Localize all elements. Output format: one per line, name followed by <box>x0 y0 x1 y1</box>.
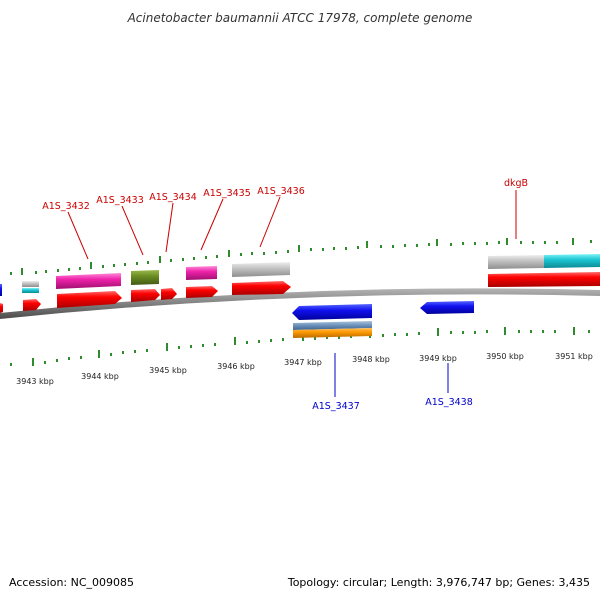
gene-arrow-forward[interactable] <box>488 272 600 287</box>
leader-line <box>121 205 144 256</box>
scale-label: 3951 kbp <box>555 352 593 361</box>
genome-backbone <box>0 288 600 319</box>
gene-arrow-forward[interactable] <box>57 291 122 308</box>
scale-label: 3943 kbp <box>16 377 54 386</box>
scale-labels: 3943 kbp 3944 kbp 3945 kbp 3946 kbp 3947… <box>16 352 593 386</box>
gene-label[interactable]: A1S_3435 <box>203 188 251 199</box>
feature-bar-cyan[interactable] <box>544 254 600 268</box>
genome-summary: Topology: circular; Length: 3,976,747 bp… <box>287 576 590 589</box>
gene-arrow-forward[interactable] <box>232 281 291 295</box>
leader-line <box>200 198 224 251</box>
scale-label: 3947 kbp <box>284 358 322 367</box>
gene-arrow-reverse[interactable] <box>420 301 474 314</box>
reverse-gene-labels: A1S_3437 A1S_3438 <box>312 353 473 412</box>
gene-arrow-forward[interactable] <box>23 299 41 311</box>
forward-feature-bars <box>0 254 600 296</box>
feature-bar-cyan[interactable] <box>22 288 39 293</box>
leader-line <box>259 196 281 248</box>
forward-gene-labels: A1S_3432 A1S_3433 A1S_3434 A1S_3435 A1S_… <box>42 178 528 260</box>
gene-label[interactable]: A1S_3434 <box>149 192 197 203</box>
gene-label[interactable]: A1S_3432 <box>42 201 90 212</box>
gene-label[interactable]: dkgB <box>504 178 528 189</box>
scale-label: 3950 kbp <box>486 352 524 361</box>
feature-bar-gray[interactable] <box>488 255 544 269</box>
gene-arrow-forward[interactable] <box>161 288 177 300</box>
leader-line <box>67 211 89 260</box>
leader-line <box>165 202 174 253</box>
gene-arrow-forward[interactable] <box>131 289 160 302</box>
scale-label: 3945 kbp <box>149 366 187 375</box>
feature-bar-olive[interactable] <box>131 270 159 285</box>
reverse-strand-genes <box>292 301 474 338</box>
feature-bar-navy[interactable] <box>0 284 2 296</box>
feature-bar-gray[interactable] <box>232 262 290 277</box>
gene-arrow-forward[interactable] <box>0 303 3 313</box>
map-title: Acinetobacter baumannii ATCC 17978, comp… <box>127 11 473 25</box>
forward-strand-genes <box>0 272 600 313</box>
feature-bar-pink[interactable] <box>186 266 217 280</box>
gene-label[interactable]: A1S_3437 <box>312 401 360 412</box>
gene-label[interactable]: A1S_3436 <box>257 186 305 197</box>
feature-bar-pink[interactable] <box>56 273 121 289</box>
feature-bar-orange[interactable] <box>293 328 372 338</box>
gene-arrow-reverse[interactable] <box>292 304 372 320</box>
accession-label: Accession: NC_009085 <box>9 576 134 589</box>
inner-tick-row <box>10 327 590 366</box>
scale-label: 3946 kbp <box>217 362 255 371</box>
gene-label[interactable]: A1S_3433 <box>96 195 144 206</box>
outer-tick-row <box>10 238 592 275</box>
scale-label: 3948 kbp <box>352 355 390 364</box>
gene-label[interactable]: A1S_3438 <box>425 397 473 408</box>
feature-bar-gray[interactable] <box>22 281 39 287</box>
feature-bar-steel[interactable] <box>293 321 372 330</box>
scale-label: 3944 kbp <box>81 372 119 381</box>
gene-arrow-forward[interactable] <box>186 286 218 298</box>
scale-label: 3949 kbp <box>419 354 457 363</box>
